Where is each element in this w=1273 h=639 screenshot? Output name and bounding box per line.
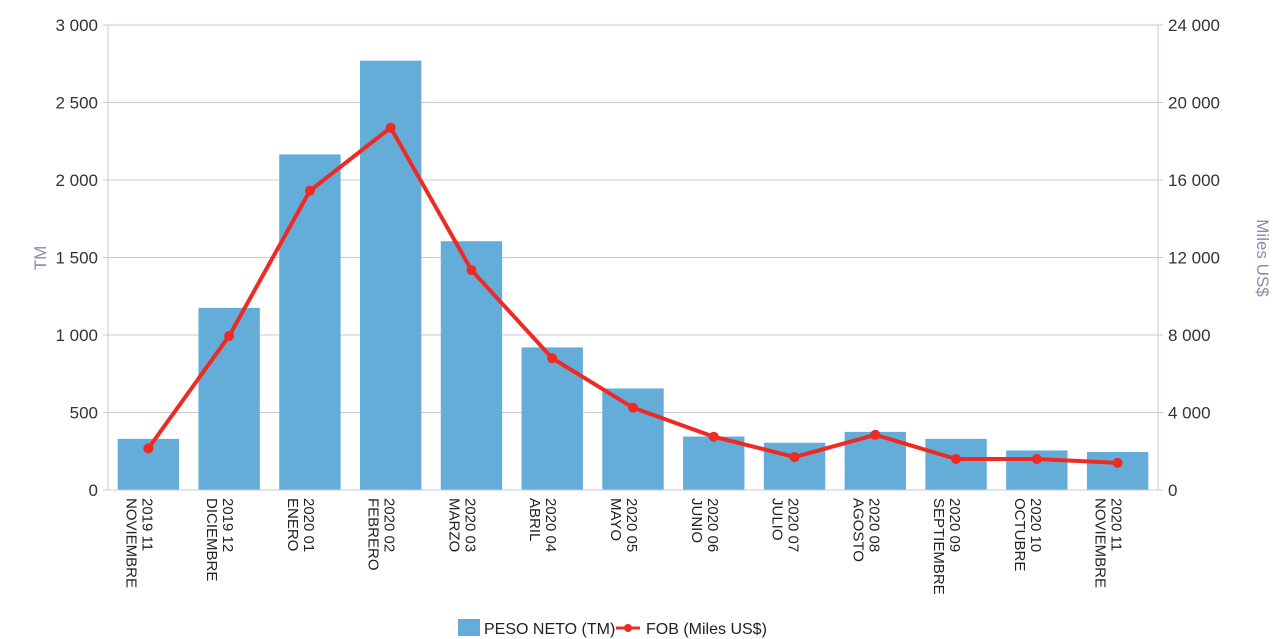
category-period: 2020 07 bbox=[785, 498, 802, 552]
category-label: 2020 04ABRIL bbox=[526, 498, 559, 552]
legend-swatch-fob-marker bbox=[624, 624, 632, 632]
y2-tick-label: 4 000 bbox=[1168, 404, 1211, 423]
fob-point bbox=[466, 265, 477, 276]
legend: PESO NETO (TM) FOB (Miles US$) bbox=[458, 619, 767, 638]
bars bbox=[117, 60, 1149, 491]
category-month: OCTUBRE bbox=[1011, 498, 1028, 571]
category-month: NOVIEMBRE bbox=[122, 498, 139, 588]
category-period: 2020 03 bbox=[461, 498, 478, 552]
fob-point bbox=[1112, 457, 1123, 468]
category-period: 2020 01 bbox=[300, 498, 317, 552]
category-label: 2020 01ENERO bbox=[284, 498, 317, 552]
category-label: 2020 03MARZO bbox=[445, 498, 478, 552]
category-period: 2020 06 bbox=[704, 498, 721, 552]
category-period: 2020 11 bbox=[1108, 498, 1125, 551]
y-tick-label: 1 500 bbox=[55, 249, 98, 268]
y-tick-label: 2 000 bbox=[55, 171, 98, 190]
y2-tick-label: 12 000 bbox=[1168, 249, 1220, 268]
y-tick-label: 500 bbox=[70, 404, 98, 423]
category-label: 2020 07JULIO bbox=[769, 498, 802, 552]
y-tick-label: 3 000 bbox=[55, 16, 98, 35]
category-month: ABRIL bbox=[526, 498, 543, 541]
y2-tick-label: 20 000 bbox=[1168, 94, 1220, 113]
y-tick-label: 1 000 bbox=[55, 326, 98, 345]
y-tick-label: 2 500 bbox=[55, 94, 98, 113]
y-axis-label: TM bbox=[31, 246, 50, 271]
category-label: 2019 11NOVIEMBRE bbox=[122, 498, 155, 588]
category-period: 2020 05 bbox=[623, 498, 640, 552]
fob-point bbox=[385, 122, 396, 133]
category-label: 2020 08AGOSTO bbox=[849, 498, 882, 562]
category-month: DICIEMBRE bbox=[203, 498, 220, 581]
bar-peso-neto bbox=[1086, 452, 1149, 490]
category-month: MARZO bbox=[445, 498, 462, 552]
bar-peso-neto bbox=[683, 436, 745, 490]
fob-point bbox=[547, 353, 558, 364]
y2-tick-label: 8 000 bbox=[1168, 326, 1211, 345]
category-label: 2019 12DICIEMBRE bbox=[203, 498, 236, 581]
category-month: SEPTIEMBRE bbox=[930, 498, 947, 595]
fob-point bbox=[628, 402, 638, 413]
fob-point bbox=[143, 443, 154, 454]
category-period: 2020 10 bbox=[1027, 498, 1044, 552]
y-tick-label: 0 bbox=[89, 481, 98, 500]
fob-point bbox=[951, 454, 962, 464]
category-labels: 2019 11NOVIEMBRE 2019 12DICIEMBRE 2020 01E… bbox=[122, 498, 1124, 595]
category-label: 2020 09SEPTIEMBRE bbox=[930, 498, 963, 595]
category-month: NOVIEMBRE bbox=[1092, 498, 1109, 588]
fob-point bbox=[1031, 454, 1042, 464]
category-label: 2020 11NOVIEMBRE bbox=[1092, 498, 1125, 588]
fob-point bbox=[708, 431, 719, 442]
category-label: 2020 10OCTUBRE bbox=[1011, 498, 1044, 571]
category-label: 2020 05MAYO bbox=[607, 498, 640, 552]
plot-frame bbox=[107, 25, 1159, 491]
category-label: 2020 06JUNIO bbox=[688, 498, 721, 552]
fob-point bbox=[304, 185, 315, 196]
y2-tick-label: 16 000 bbox=[1168, 171, 1220, 190]
fob-point bbox=[789, 452, 800, 463]
bar-peso-neto bbox=[925, 438, 987, 490]
category-label: 2020 02FEBRERO bbox=[365, 498, 398, 571]
y2-tick-label: 0 bbox=[1168, 481, 1177, 500]
category-month: JULIO bbox=[769, 498, 786, 541]
category-period: 2020 04 bbox=[542, 498, 559, 552]
category-month: ENERO bbox=[284, 498, 301, 551]
y2-axis-label: Miles US$ bbox=[1253, 219, 1272, 297]
category-month: JUNIO bbox=[688, 498, 705, 543]
category-period: 2019 11 bbox=[138, 498, 155, 551]
bar-peso-neto bbox=[279, 154, 341, 491]
category-month: MAYO bbox=[607, 498, 624, 541]
legend-swatch-peso-neto bbox=[458, 619, 480, 636]
fob-line-layer bbox=[143, 122, 1123, 468]
category-period: 2020 09 bbox=[946, 498, 963, 552]
category-month: FEBRERO bbox=[365, 498, 382, 571]
right-tick-labels: 0 4 000 8 000 12 000 16 000 20 000 24 000 bbox=[1168, 16, 1220, 500]
category-month: AGOSTO bbox=[849, 498, 866, 562]
left-tick-labels: 0 500 1 000 1 500 2 000 2 500 3 000 bbox=[55, 16, 98, 500]
fob-point bbox=[870, 429, 881, 440]
bar-peso-neto bbox=[521, 347, 583, 490]
legend-label-peso-neto: PESO NETO (TM) bbox=[484, 621, 615, 638]
fob-point bbox=[224, 330, 235, 341]
bar-peso-neto bbox=[440, 241, 503, 490]
legend-label-fob: FOB (Miles US$) bbox=[646, 621, 767, 638]
category-period: 2020 08 bbox=[865, 498, 882, 552]
y2-tick-label: 24 000 bbox=[1168, 16, 1220, 35]
category-period: 2020 02 bbox=[381, 498, 398, 552]
category-period: 2019 12 bbox=[219, 498, 236, 552]
